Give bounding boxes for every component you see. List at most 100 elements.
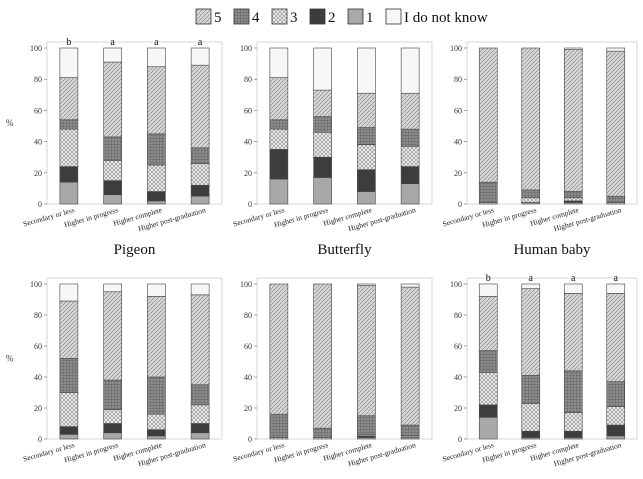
- bar-segment-3: [313, 131, 332, 158]
- bar-segment-5: [357, 285, 376, 417]
- bar-segment-2: [147, 191, 166, 202]
- legend-label-1: 1: [366, 10, 374, 26]
- bar-segment-1: [357, 191, 376, 205]
- y-tick-label: 80: [244, 311, 252, 320]
- y-tick-label: 100: [450, 44, 462, 53]
- bar-segment-1: [190, 195, 210, 205]
- y-tick-label: 100: [450, 280, 462, 289]
- bar-segment-5: [521, 288, 541, 376]
- bar-segment-dk: [357, 47, 376, 94]
- bar-segment-4: [190, 384, 210, 406]
- legend-label-2: 2: [328, 10, 336, 26]
- y-tick-label: 20: [34, 169, 42, 178]
- plot-frame: [46, 41, 223, 205]
- bar-segment-1: [59, 434, 79, 440]
- bar-stack: [521, 47, 541, 205]
- legend-swatch-3: [271, 8, 288, 25]
- y-tick-label: 20: [244, 404, 252, 413]
- bar-stack: [313, 283, 332, 440]
- significance-letter: a: [529, 273, 534, 284]
- bar-segment-4: [478, 350, 498, 373]
- y-tick-label: 40: [244, 373, 252, 382]
- bar-segment-dk: [400, 47, 420, 94]
- bar-stack: [563, 47, 583, 205]
- y-tick-label: 40: [244, 138, 252, 147]
- significance-letter: a: [614, 273, 619, 284]
- bar-segment-3: [478, 372, 498, 406]
- y-tick-label: 100: [30, 44, 42, 53]
- y-tick-label: 80: [244, 75, 252, 84]
- bar-segment-4: [103, 379, 122, 410]
- bar-segment-2: [400, 166, 420, 185]
- bar-segment-dk: [563, 283, 583, 294]
- y-tick-label: 40: [34, 373, 42, 382]
- bar-segment-5: [400, 286, 420, 426]
- bar-segment-5: [59, 77, 79, 121]
- bar-segment-2: [521, 430, 541, 438]
- bar-segment-4: [313, 116, 332, 133]
- bar-segment-2: [190, 423, 210, 434]
- legend-swatch-5: [195, 8, 212, 25]
- bar-segment-2: [357, 169, 376, 192]
- bar-segment-5: [357, 92, 376, 128]
- bar-segment-4: [59, 119, 79, 130]
- y-tick-label: 100: [240, 280, 252, 289]
- bar-segment-dk: [606, 283, 626, 294]
- bar-segment-2: [59, 166, 79, 183]
- bar-segment-5: [400, 92, 420, 130]
- bar-segment-4: [606, 195, 626, 203]
- legend-swatch-dk: [385, 8, 402, 25]
- bar-stack: [521, 283, 541, 440]
- plot-frame: [466, 277, 638, 440]
- y-tick-label: 20: [454, 169, 462, 178]
- plot-frame: [46, 277, 223, 440]
- bar-segment-5: [313, 283, 332, 429]
- bar-segment-4: [521, 375, 541, 404]
- legend-swatch-2: [309, 8, 326, 25]
- significance-letter: a: [110, 37, 115, 48]
- legend-label-4: 4: [252, 10, 260, 26]
- bar-segment-3: [190, 404, 210, 424]
- bar-stack: [478, 283, 498, 440]
- bar-segment-5: [147, 296, 166, 378]
- y-axis-label: %: [6, 118, 14, 128]
- significance-letter: b: [486, 273, 491, 284]
- bar-segment-3: [521, 403, 541, 432]
- bar-stack: [400, 47, 420, 205]
- bar-stack: [357, 47, 376, 205]
- bar-segment-dk: [59, 283, 79, 302]
- y-tick-label: 0: [458, 200, 462, 209]
- bar-segment-1: [59, 181, 79, 205]
- bar-segment-5: [269, 283, 289, 415]
- bar-segment-4: [147, 133, 166, 166]
- bar-stack: [147, 283, 166, 440]
- legend-label-dk: I do not know: [404, 10, 488, 26]
- bar-segment-2: [103, 180, 122, 195]
- bar-segment-3: [269, 128, 289, 150]
- y-tick-label: 60: [34, 106, 42, 115]
- y-tick-label: 20: [34, 404, 42, 413]
- y-tick-label: 20: [454, 404, 462, 413]
- bar-segment-dk: [357, 283, 376, 286]
- plot-frame: [466, 41, 638, 205]
- legend-swatch-4: [233, 8, 250, 25]
- y-tick-label: 60: [454, 342, 462, 351]
- bar-segment-3: [103, 409, 122, 424]
- bar-segment-1: [313, 177, 332, 205]
- bar-segment-3: [190, 163, 210, 186]
- bar-segment-1: [269, 178, 289, 205]
- bar-segment-5: [103, 291, 122, 381]
- bar-stack: [103, 47, 122, 205]
- bar-segment-3: [400, 145, 420, 167]
- bar-segment-dk: [313, 47, 332, 91]
- y-tick-label: 60: [244, 342, 252, 351]
- bar-segment-3: [521, 197, 541, 203]
- y-tick-label: 100: [240, 44, 252, 53]
- y-axis-label: %: [6, 354, 14, 364]
- bar-segment-1: [478, 416, 498, 440]
- bar-stack: [400, 283, 420, 440]
- bar-segment-5: [563, 292, 583, 372]
